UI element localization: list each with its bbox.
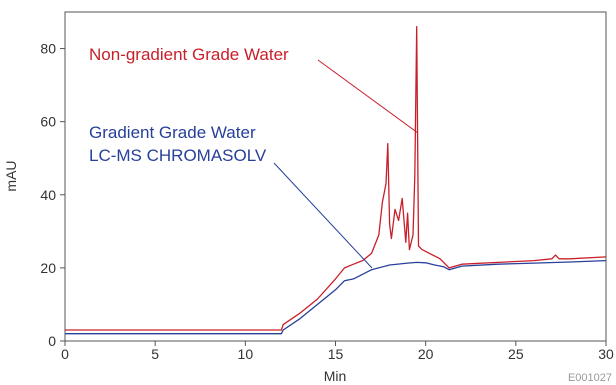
x-axis-title: Min <box>324 368 347 384</box>
blue-annotation-leader <box>273 162 373 269</box>
red-annotation-leader <box>317 59 419 134</box>
y-tick-label: 40 <box>40 187 56 203</box>
blue-series-annotation-line2: LC-MS CHROMASOLV <box>89 146 267 165</box>
x-tick-label: 0 <box>61 346 69 362</box>
blue-series-annotation-line1: Gradient Grade Water <box>89 123 256 142</box>
red-series-annotation: Non-gradient Grade Water <box>89 45 289 64</box>
plot-frame <box>64 11 607 342</box>
x-tick-label: 20 <box>418 346 434 362</box>
series-layer <box>65 25 607 335</box>
x-tick-label: 25 <box>508 346 524 362</box>
y-tick-label: 80 <box>40 41 56 57</box>
non-gradient-water-series-line <box>65 25 607 331</box>
gradient-water-series-line <box>65 259 607 335</box>
x-tick-label: 30 <box>598 346 614 362</box>
y-tick-label: 20 <box>40 260 56 276</box>
x-tick-label: 10 <box>238 346 254 362</box>
x-tick-label: 5 <box>151 346 159 362</box>
y-axis-title: mAU <box>3 160 19 191</box>
x-tick-label: 15 <box>328 346 344 362</box>
y-tick-label: 60 <box>40 114 56 130</box>
tick-layer: 0 5 10 15 20 25 30 0 20 40 60 80 <box>40 41 614 362</box>
y-tick-label: 0 <box>48 333 56 349</box>
figure-code: E001027 <box>568 372 612 384</box>
